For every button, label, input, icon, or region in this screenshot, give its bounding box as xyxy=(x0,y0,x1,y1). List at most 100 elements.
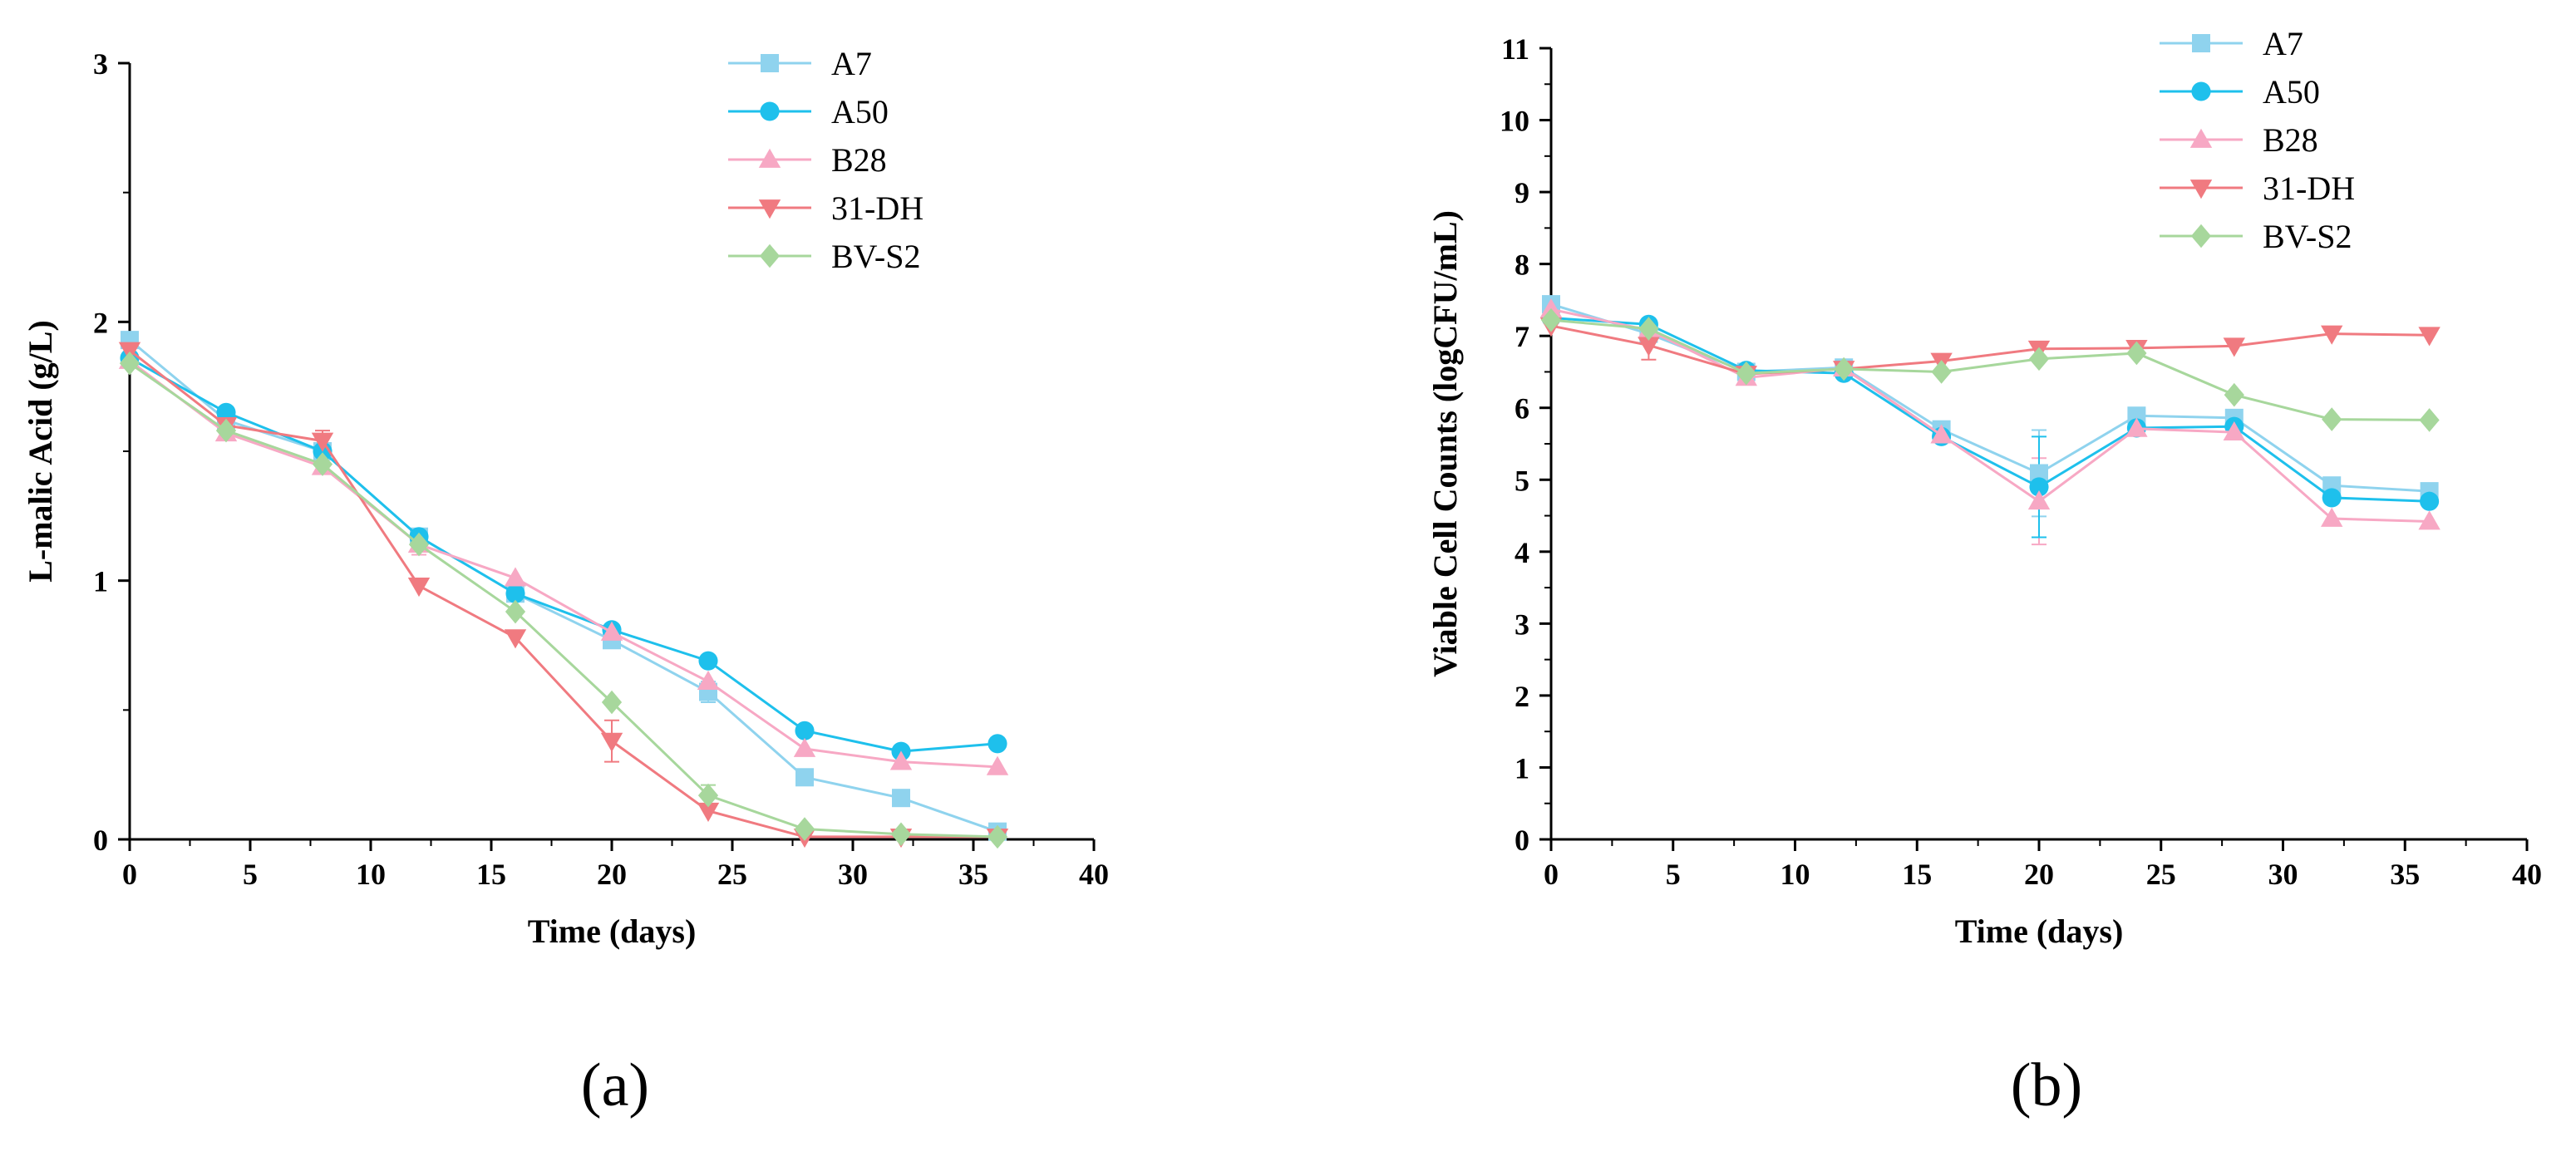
series-b28-line xyxy=(129,359,998,769)
chart-panel-b: 0 5 10 15 20 25 30 35 40 0 1 2 3 4 5 6 7 8 9 10 11 Time (days… xyxy=(1426,25,2542,1119)
legend-label: BV-S2 xyxy=(831,238,920,275)
y-tick-label: 9 xyxy=(1515,176,1529,209)
series-bv-s2-line xyxy=(1550,318,2430,421)
series-bv-s2-point xyxy=(697,783,719,808)
series-31-dh xyxy=(118,342,1009,849)
legend-label: 31-DH xyxy=(2263,170,2355,207)
series-b28-point xyxy=(1930,424,1953,444)
series-b28 xyxy=(118,349,1009,775)
x-tick-label: 30 xyxy=(838,858,868,891)
series-a7-line xyxy=(129,338,998,834)
legend-item: B28 xyxy=(728,141,887,179)
legend: A7 A50 B28 31-DH BV-S2 xyxy=(2160,25,2355,255)
x-tick-label: 40 xyxy=(2512,858,2542,891)
legend-item: BV-S2 xyxy=(728,238,920,275)
series-31-dh-point xyxy=(2223,337,2245,357)
series-31-dh-point xyxy=(1638,337,1660,357)
x-tick-label: 20 xyxy=(2024,858,2054,891)
series-a50-point xyxy=(795,721,815,740)
series-a50-point xyxy=(2029,477,2049,497)
series-b28 xyxy=(1539,298,2441,530)
x-tick-label: 35 xyxy=(958,858,988,891)
series-a50-line xyxy=(129,357,998,753)
y-axis-title: Viable Cell Counts (logCFU/mL) xyxy=(1426,210,1464,677)
y-tick-label: 4 xyxy=(1515,536,1529,569)
legend-label: A50 xyxy=(831,93,889,130)
legend-label: 31-DH xyxy=(831,189,924,227)
series-31-dh-point xyxy=(504,629,527,649)
legend-item: A50 xyxy=(2160,73,2320,111)
series-a50-point xyxy=(2420,491,2440,511)
series-bv-s2-point xyxy=(2028,347,2050,371)
series-bv-s2-point xyxy=(1540,307,1562,332)
series-b28-point xyxy=(889,750,913,770)
series-bv-s2-point xyxy=(1736,361,1756,386)
series-a7-point xyxy=(892,789,910,808)
series-b28-point xyxy=(1539,298,1563,318)
y-tick-label: 8 xyxy=(1515,248,1529,282)
series-b28-point xyxy=(986,755,1009,775)
series-31-dh-line xyxy=(129,349,997,839)
series-a50 xyxy=(120,348,1007,761)
y-tick-label: 6 xyxy=(1515,392,1529,426)
y-tick-label: 2 xyxy=(93,306,108,339)
series-b28-point xyxy=(2321,507,2343,527)
x-tick-label: 35 xyxy=(2390,858,2420,891)
legend-label: A7 xyxy=(831,45,872,82)
legend-swatch-marker xyxy=(2192,34,2210,52)
x-tick-label: 20 xyxy=(597,858,627,891)
panel-label: (a) xyxy=(581,1051,649,1119)
series-a7-line xyxy=(1550,303,2430,493)
series-bv-s2-line xyxy=(129,362,998,839)
y-tick-label: 10 xyxy=(1500,105,1529,138)
x-tick-label: 15 xyxy=(1902,858,1932,891)
legend-item: 31-DH xyxy=(2160,170,2355,207)
series-bv-s2-point xyxy=(2126,341,2147,366)
y-axis-title: L-malic Acid (g/L) xyxy=(22,320,59,583)
series-a50-point xyxy=(988,734,1007,754)
legend-swatch-marker xyxy=(758,148,781,168)
legend-label: A50 xyxy=(2263,73,2320,111)
y-tick-label: 0 xyxy=(93,824,108,857)
series-b28-point xyxy=(504,567,527,587)
series-b28-point xyxy=(2027,490,2051,510)
series-31-dh xyxy=(1539,317,2441,386)
series-bv-s2-point xyxy=(2419,408,2440,432)
series-b28-point xyxy=(2418,510,2441,530)
x-tick-label: 5 xyxy=(243,858,258,891)
series-bv-s2-point xyxy=(2224,382,2244,407)
y-tick-label: 5 xyxy=(1515,464,1529,497)
series-bv-s2-point xyxy=(505,599,526,624)
series-b28-point xyxy=(2125,417,2148,437)
series-31-dh-point xyxy=(600,732,623,752)
x-tick-label: 15 xyxy=(476,858,506,891)
legend-swatch-marker xyxy=(761,54,779,72)
x-tick-label: 40 xyxy=(1079,858,1109,891)
series-a50-point xyxy=(505,583,525,603)
legend-item: A50 xyxy=(728,93,889,130)
x-tick-label: 0 xyxy=(122,858,137,891)
series-bv-s2-point xyxy=(215,418,237,443)
series-b28-point xyxy=(793,737,816,757)
series-bv-s2-point xyxy=(1834,357,1854,381)
series-bv-s2-point xyxy=(119,351,140,376)
series-31-dh-point xyxy=(2321,325,2343,345)
y-tick-label: 0 xyxy=(1515,824,1529,857)
panel-label: (b) xyxy=(2011,1051,2082,1119)
x-tick-label: 0 xyxy=(1544,858,1559,891)
series-a7-point xyxy=(2030,464,2048,483)
series-bv-s2 xyxy=(1540,307,2440,432)
x-axis-title: Time (days) xyxy=(1955,913,2124,950)
series-b28-point xyxy=(600,621,623,641)
series-31-dh-point xyxy=(697,802,720,822)
legend-swatch-marker xyxy=(2189,180,2213,199)
legend-swatch-marker xyxy=(760,101,780,121)
legend-swatch-marker xyxy=(2189,128,2213,148)
chart-panel-a: 0 5 10 15 20 25 30 35 40 0 1 2 3 Time (days) L-malic A… xyxy=(22,45,1109,1119)
series-a50-line xyxy=(1550,317,2430,503)
y-tick-label: 7 xyxy=(1515,320,1529,353)
legend: A7 A50 B28 31-DH BV-S2 xyxy=(728,45,924,275)
legend-label: B28 xyxy=(2263,121,2318,159)
series-b28-point xyxy=(697,670,720,690)
